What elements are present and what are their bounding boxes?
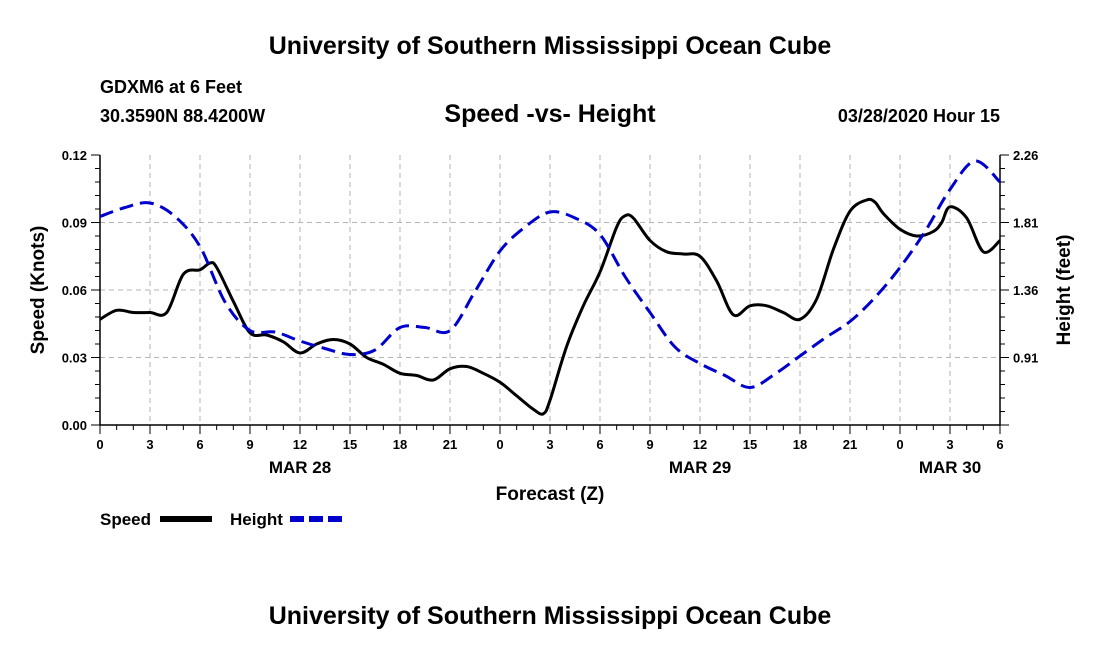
x-tick-label: 6 bbox=[196, 437, 203, 452]
date-label: MAR 29 bbox=[669, 458, 731, 477]
top-title: University of Southern Mississippi Ocean… bbox=[268, 32, 832, 60]
x-tick-label: 15 bbox=[743, 437, 757, 452]
x-tick-label: 0 bbox=[896, 437, 903, 452]
y-tick-label-right: 2.26 bbox=[1013, 148, 1038, 163]
x-tick-label: 6 bbox=[996, 437, 1003, 452]
y-tick-label-right: 1.36 bbox=[1013, 283, 1038, 298]
x-tick-label: 12 bbox=[693, 437, 707, 452]
x-tick-label: 3 bbox=[146, 437, 153, 452]
y-axis-title-right: Height (feet) bbox=[1054, 235, 1075, 346]
y-tick-label-left: 0.03 bbox=[62, 351, 87, 366]
date-label: MAR 28 bbox=[269, 458, 331, 477]
x-tick-label: 21 bbox=[843, 437, 857, 452]
grid-lines bbox=[100, 155, 1000, 425]
bottom-title: University of Southern Mississippi Ocean… bbox=[268, 602, 832, 630]
x-tick-label: 0 bbox=[496, 437, 503, 452]
series-group bbox=[99, 159, 1002, 416]
x-tick-label: 12 bbox=[293, 437, 307, 452]
y-tick-label-right: 0.91 bbox=[1013, 351, 1038, 366]
date-label: MAR 30 bbox=[919, 458, 981, 477]
y-axis-title-left: Speed (Knots) bbox=[28, 226, 49, 355]
y-tick-label-left: 0.00 bbox=[62, 418, 87, 433]
chart-title: Speed -vs- Height bbox=[444, 100, 656, 128]
x-tick-label: 6 bbox=[596, 437, 603, 452]
x-tick-label: 18 bbox=[793, 437, 807, 452]
x-tick-label: 18 bbox=[393, 437, 407, 452]
legend: Speed Height bbox=[100, 510, 342, 529]
x-axis-title: Forecast (Z) bbox=[496, 484, 605, 505]
y-tick-label-left: 0.06 bbox=[62, 283, 87, 298]
legend-label-height: Height bbox=[230, 510, 283, 529]
x-tick-label: 9 bbox=[646, 437, 653, 452]
x-tick-label: 9 bbox=[246, 437, 253, 452]
x-tick-label: 21 bbox=[443, 437, 457, 452]
location-label: 30.3590N 88.4200W bbox=[100, 106, 266, 126]
x-tick-label: 15 bbox=[343, 437, 357, 452]
y-tick-label-left: 0.09 bbox=[62, 216, 87, 231]
y-tick-label-left: 0.12 bbox=[62, 148, 87, 163]
axes: 0 3 6 9 12 15 18 21 0 3 6 9 12 15 18 21 0 3 6 MAR 28 MAR 29 M… bbox=[28, 148, 1075, 505]
date-label: 03/28/2020 Hour 15 bbox=[837, 106, 1000, 126]
x-tick-label: 0 bbox=[96, 437, 103, 452]
y-tick-label-right: 1.81 bbox=[1013, 216, 1038, 231]
legend-label-speed: Speed bbox=[100, 510, 151, 529]
x-tick-label: 3 bbox=[546, 437, 553, 452]
x-tick-label: 3 bbox=[946, 437, 953, 452]
station-label: GDXM6 at 6 Feet bbox=[100, 77, 243, 97]
series-line-height bbox=[99, 159, 1002, 389]
